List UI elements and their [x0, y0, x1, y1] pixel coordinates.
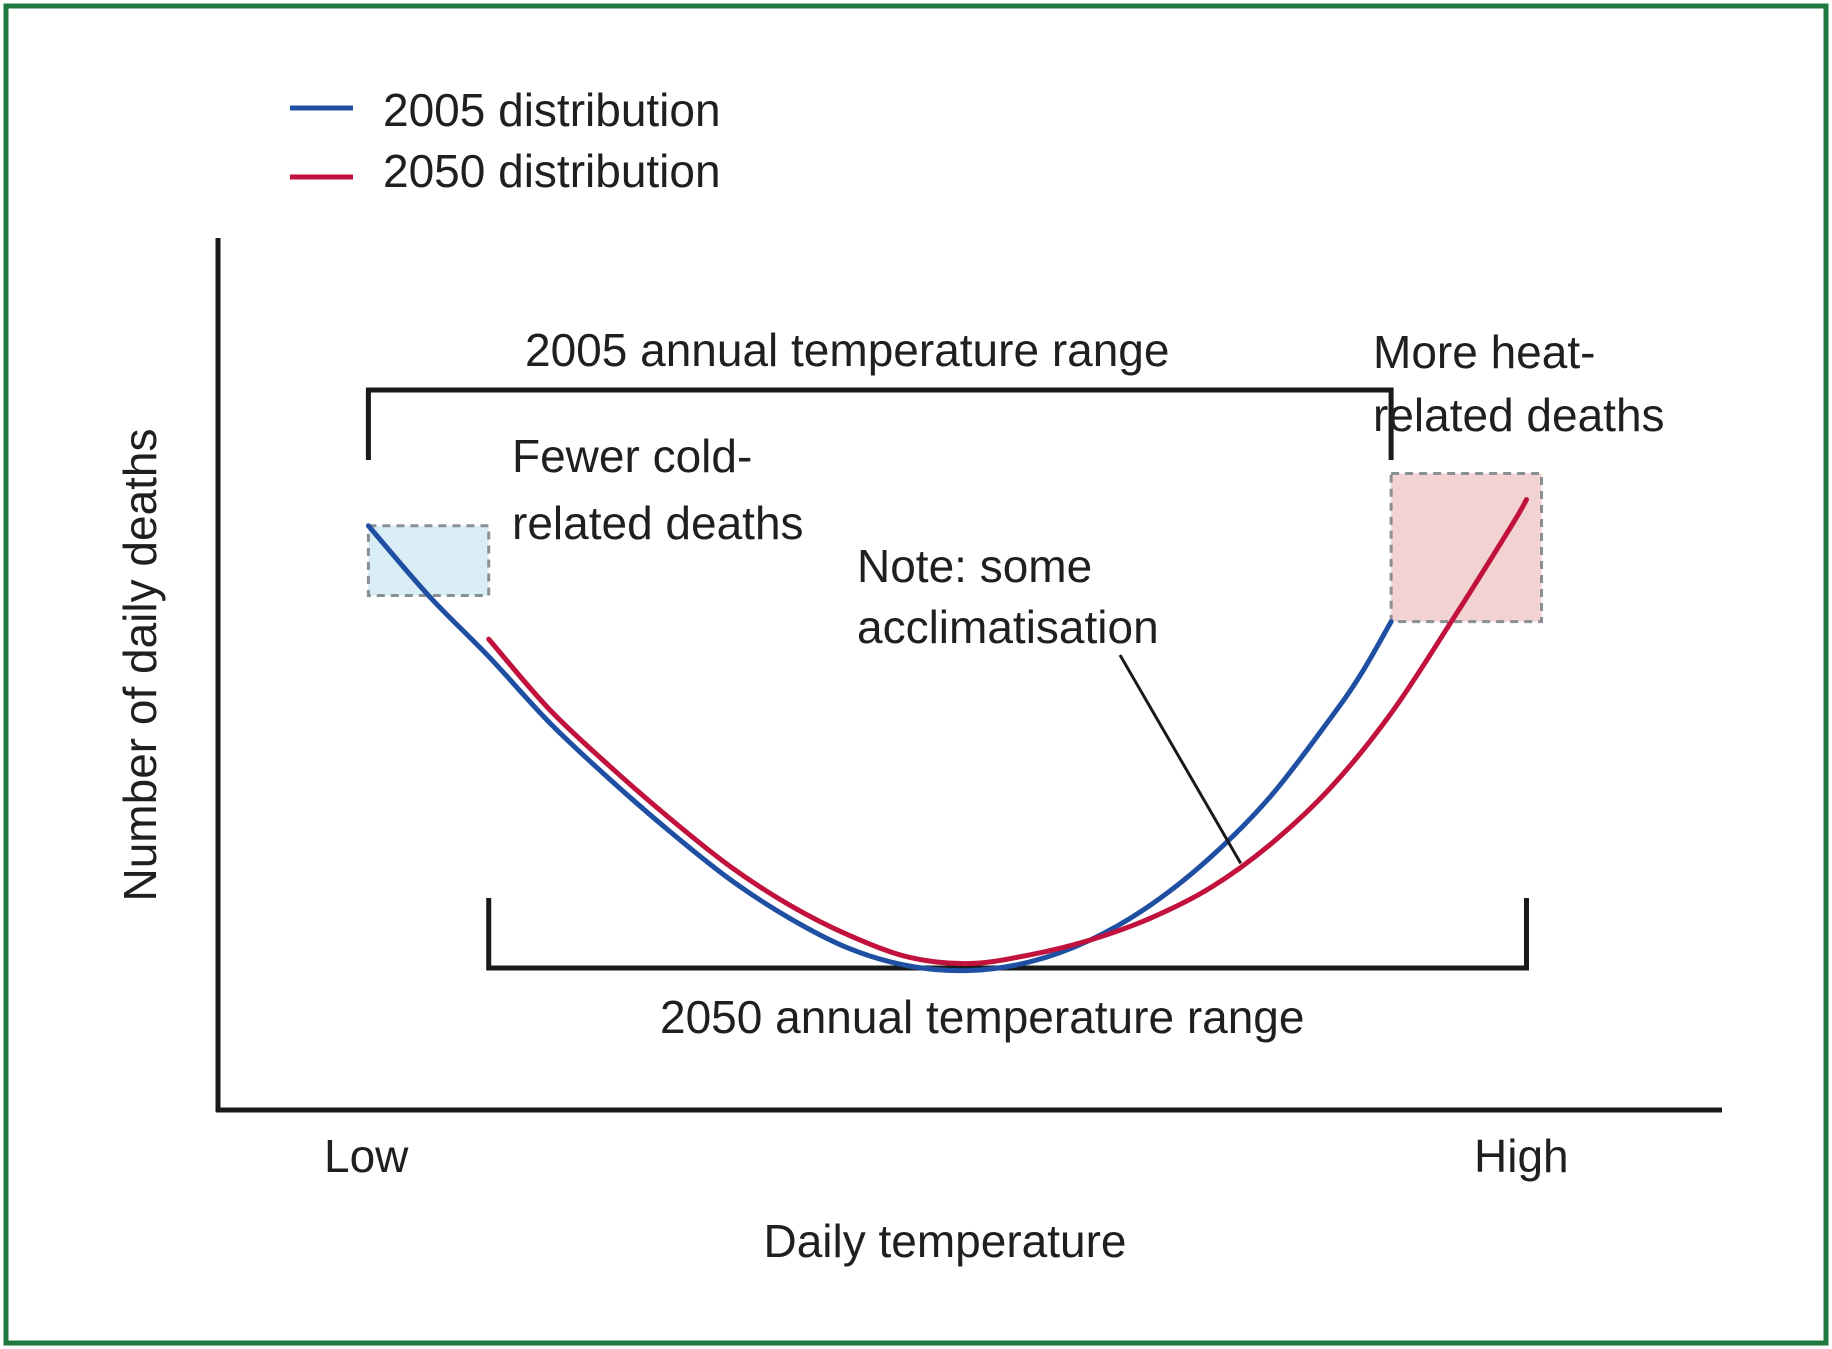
heat-deaths-label-line2: related deaths [1373, 389, 1665, 441]
range-bracket-2005 [365, 387, 1394, 460]
x-tick-high: High [1474, 1130, 1569, 1182]
x-axis-title: Daily temperature [763, 1215, 1126, 1267]
axes [215, 238, 1722, 1113]
range-label-2050: 2050 annual temperature range [660, 991, 1304, 1043]
range-label-2005: 2005 annual temperature range [525, 324, 1169, 376]
cold-deaths-label-line2: related deaths [512, 497, 804, 549]
acclimatisation-note-line1: Note: some [857, 540, 1092, 592]
legend-label-2005: 2005 distribution [383, 84, 721, 136]
series-line-2005 [365, 523, 1394, 974]
heat-deaths-label-line1: More heat- [1373, 326, 1595, 378]
figure-border [3, 3, 1829, 1346]
legend: 2005 distribution 2050 distribution [290, 84, 721, 197]
series-lines [365, 497, 1529, 974]
x-tick-low: Low [324, 1130, 409, 1182]
cold-deaths-label-line1: Fewer cold- [512, 430, 752, 482]
highlight-regions [366, 471, 1544, 624]
legend-label-2050: 2050 distribution [383, 145, 721, 197]
series-line-2050 [486, 497, 1529, 967]
acclimatisation-note-line2: acclimatisation [857, 601, 1159, 653]
cold-deaths-highlight [366, 524, 491, 598]
y-axis-title: Number of daily deaths [114, 428, 166, 901]
annotation-pointer [1118, 654, 1243, 865]
